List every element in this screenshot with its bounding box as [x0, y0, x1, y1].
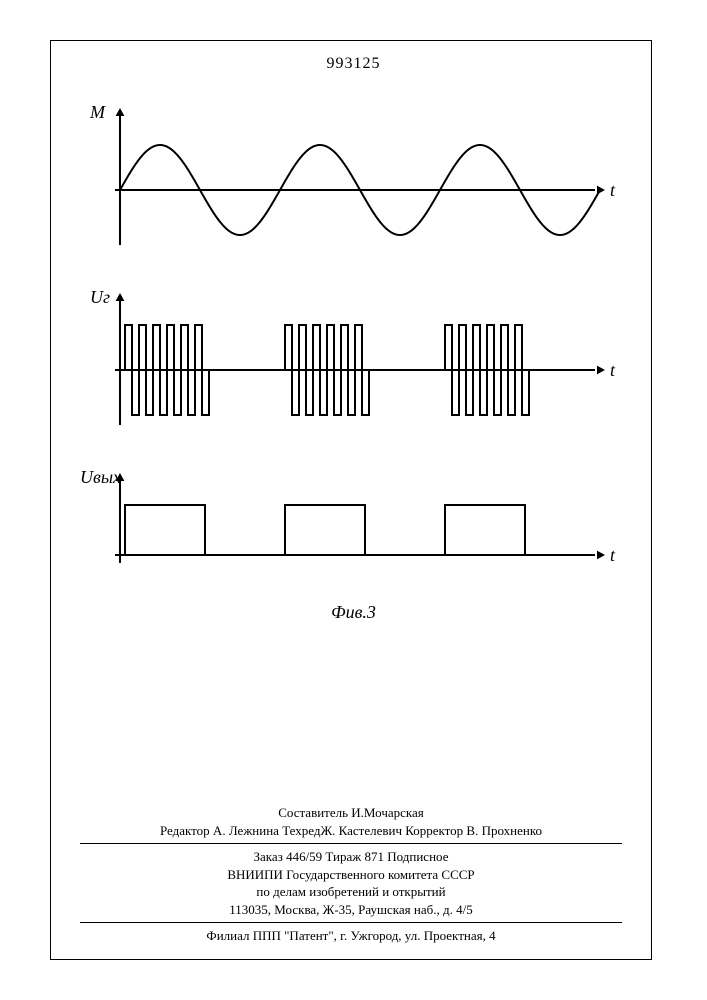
- waveforms-svg: Mt Uг t Uвых t: [75, 95, 630, 605]
- svg-text:M: M: [89, 102, 106, 122]
- footer-compiler: Составитель И.Мочарская: [50, 804, 652, 822]
- footer-compiler-name: И.Мочарская: [351, 805, 423, 820]
- footer-order-line: Заказ 446/59 Тираж 871 Подписное: [50, 848, 652, 866]
- footer-rule-2: [80, 922, 622, 923]
- footer-credits: Редактор А. Лежнина ТехредЖ. Кастелевич …: [50, 822, 652, 840]
- footer-org: ВНИИПИ Государственного комитета СССР: [50, 866, 652, 884]
- svg-text:Uвых: Uвых: [80, 467, 121, 487]
- footer-branch: Филиал ППП "Патент", г. Ужгород, ул. Про…: [50, 927, 652, 945]
- footer-affairs: по делам изобретений и открытий: [50, 883, 652, 901]
- svg-text:t: t: [610, 180, 616, 200]
- svg-text:t: t: [610, 360, 616, 380]
- footer-block: Составитель И.Мочарская Редактор А. Лежн…: [50, 804, 652, 945]
- figure-caption: Фив.3: [0, 602, 707, 623]
- footer-address: 113035, Москва, Ж-35, Раушская наб., д. …: [50, 901, 652, 919]
- svg-text:t: t: [610, 545, 616, 565]
- svg-text:Uг: Uг: [90, 287, 110, 307]
- footer-rule-1: [80, 843, 622, 844]
- charts-area: Mt Uг t Uвых t: [75, 95, 630, 605]
- page: 993125 Mt Uг t Uвых t Фив.3 Составитель И.Мо…: [0, 0, 707, 1000]
- footer-compiler-prefix: Составитель: [278, 805, 351, 820]
- document-number: 993125: [0, 55, 707, 73]
